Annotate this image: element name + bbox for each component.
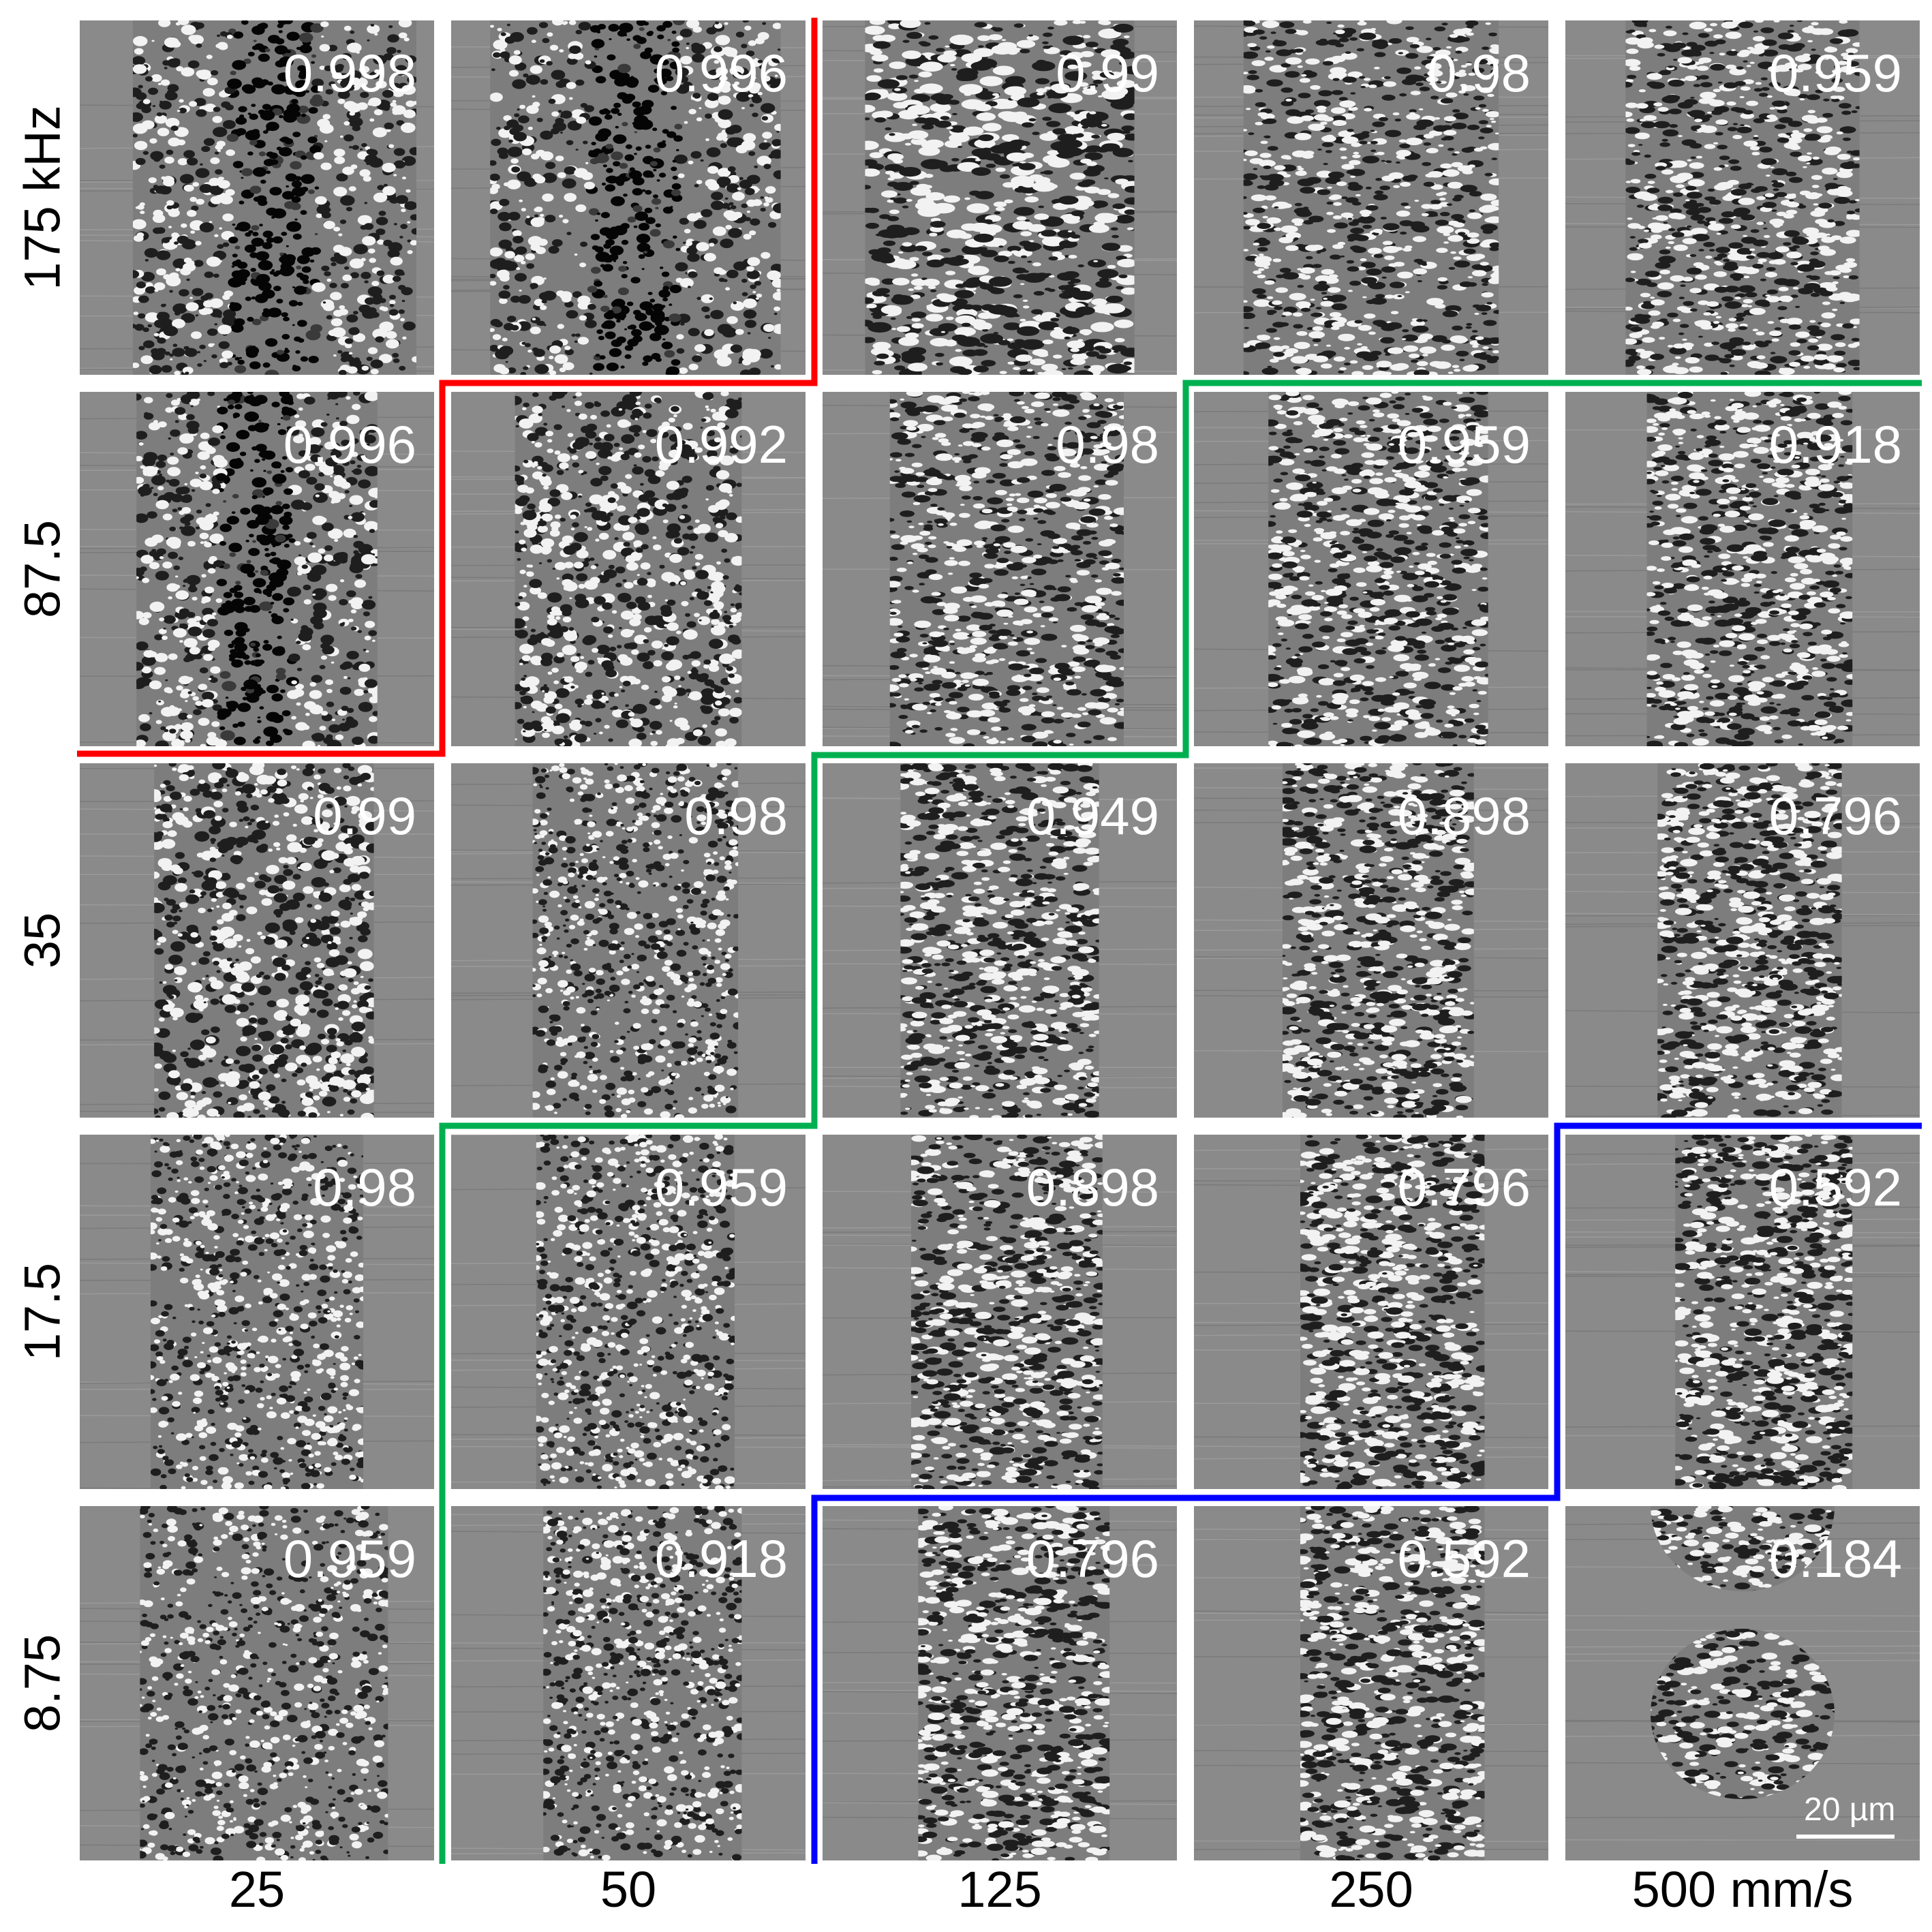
col-label-500: 500 mm/s (1632, 1860, 1854, 1918)
sem-tile: 0.959 (80, 1506, 434, 1860)
sem-tile: 0.949 (823, 763, 1177, 1118)
tile-value: 0.98 (1427, 46, 1531, 99)
sem-tile: 0.959 (451, 1135, 806, 1489)
sem-tile: 0.98 (80, 1135, 434, 1489)
col-label-50: 50 (600, 1860, 656, 1918)
sem-tile: 0.918 (1565, 392, 1920, 746)
tile-value: 0.949 (1026, 789, 1159, 842)
tile-value: 0.998 (283, 46, 416, 99)
sem-tile: 0.996 (80, 392, 434, 746)
sem-tile: 0.98 (823, 392, 1177, 746)
tile-value: 0.996 (283, 418, 416, 471)
sem-tile: 0.592 (1194, 1506, 1548, 1860)
row-label-87-5: 87.5 (14, 520, 72, 618)
sem-tile: 0.98 (1194, 20, 1548, 375)
sem-texture (823, 20, 1177, 375)
tile-value: 0.98 (684, 789, 788, 842)
sem-tile: 0.796 (1194, 1135, 1548, 1489)
tile-value: 0.918 (655, 1532, 788, 1585)
tile-value: 0.992 (655, 418, 788, 471)
tile-value: 0.98 (313, 1161, 416, 1214)
tile-value: 0.184 (1769, 1532, 1902, 1585)
tile-value: 0.796 (1769, 789, 1902, 842)
row-label-175: 175 kHz (14, 105, 72, 290)
sem-texture (80, 1135, 434, 1489)
sem-tile: 0.184 20 µm (1565, 1506, 1920, 1860)
tile-value: 0.98 (1056, 418, 1159, 471)
tile-value: 0.796 (1026, 1532, 1159, 1585)
sem-tile: 0.796 (823, 1506, 1177, 1860)
sem-tile: 0.898 (823, 1135, 1177, 1489)
tile-value: 0.592 (1769, 1161, 1902, 1214)
col-label-25: 25 (229, 1860, 285, 1918)
sem-tile: 0.99 (80, 763, 434, 1118)
scale-bar-label: 20 µm (1804, 1791, 1895, 1828)
row-label-35: 35 (14, 913, 72, 968)
tile-value: 0.99 (313, 789, 416, 842)
row-label-17-5: 17.5 (14, 1263, 72, 1361)
tile-value: 0.99 (1056, 46, 1159, 99)
tile-value: 0.959 (655, 1161, 788, 1214)
tile-value: 0.592 (1398, 1532, 1531, 1585)
tile-value: 0.918 (1769, 418, 1902, 471)
row-label-8-75: 8.75 (14, 1634, 72, 1732)
sem-tile: 0.959 (1194, 392, 1548, 746)
sem-tile: 0.99 (823, 20, 1177, 375)
tile-value: 0.959 (1398, 418, 1531, 471)
sem-tile: 0.592 (1565, 1135, 1920, 1489)
tile-value: 0.959 (1769, 46, 1902, 99)
col-label-125: 125 (957, 1860, 1041, 1918)
tile-value: 0.898 (1398, 789, 1531, 842)
tile-value: 0.996 (655, 46, 788, 99)
tile-value: 0.959 (283, 1532, 416, 1585)
tile-value: 0.796 (1398, 1161, 1531, 1214)
scale-bar (1796, 1835, 1895, 1839)
sem-texture (80, 763, 434, 1118)
sem-texture (1194, 20, 1548, 375)
sem-tile: 0.796 (1565, 763, 1920, 1118)
sem-tile: 0.959 (1565, 20, 1920, 375)
col-label-250: 250 (1329, 1860, 1413, 1918)
sem-tile: 0.898 (1194, 763, 1548, 1118)
sem-tile: 0.918 (451, 1506, 806, 1860)
sem-tile: 0.98 (451, 763, 806, 1118)
sem-texture (80, 1506, 434, 1860)
sem-texture (1565, 20, 1920, 375)
tile-value: 0.898 (1026, 1161, 1159, 1214)
sem-tile: 0.998 (80, 20, 434, 375)
sem-tile: 0.996 (451, 20, 806, 375)
sem-tile: 0.992 (451, 392, 806, 746)
